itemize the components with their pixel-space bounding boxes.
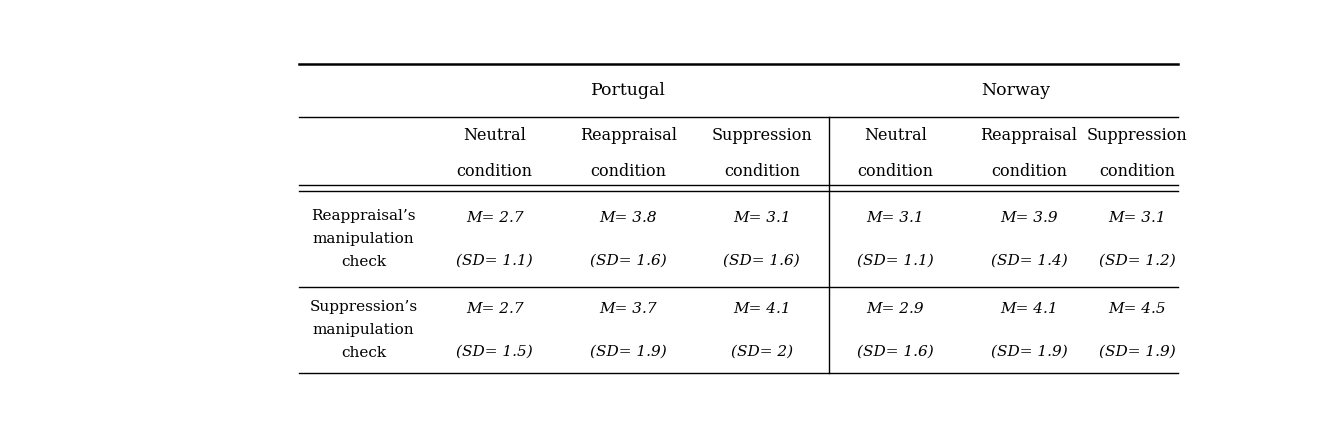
Text: (SD= 1.1): (SD= 1.1) bbox=[456, 253, 533, 267]
Text: M= 3.7: M= 3.7 bbox=[599, 302, 656, 316]
Text: (SD= 1.9): (SD= 1.9) bbox=[991, 344, 1067, 358]
Text: Suppression: Suppression bbox=[712, 127, 812, 144]
Text: Reappraisal’s: Reappraisal’s bbox=[312, 209, 416, 223]
Text: condition: condition bbox=[858, 163, 934, 180]
Text: Portugal: Portugal bbox=[591, 82, 666, 99]
Text: (SD= 1.6): (SD= 1.6) bbox=[590, 253, 667, 267]
Text: condition: condition bbox=[724, 163, 800, 180]
Text: (SD= 1.4): (SD= 1.4) bbox=[991, 253, 1067, 267]
Text: M= 3.1: M= 3.1 bbox=[733, 210, 790, 225]
Text: M= 3.1: M= 3.1 bbox=[867, 210, 924, 225]
Text: Reappraisal: Reappraisal bbox=[980, 127, 1078, 144]
Text: M= 4.1: M= 4.1 bbox=[733, 302, 790, 316]
Text: Neutral: Neutral bbox=[463, 127, 526, 144]
Text: (SD= 1.9): (SD= 1.9) bbox=[590, 344, 667, 358]
Text: M= 3.1: M= 3.1 bbox=[1109, 210, 1166, 225]
Text: (SD= 1.1): (SD= 1.1) bbox=[857, 253, 934, 267]
Text: (SD= 1.2): (SD= 1.2) bbox=[1098, 253, 1175, 267]
Text: M= 2.7: M= 2.7 bbox=[465, 302, 524, 316]
Text: Neutral: Neutral bbox=[865, 127, 927, 144]
Text: (SD= 1.6): (SD= 1.6) bbox=[724, 253, 800, 267]
Text: manipulation: manipulation bbox=[313, 232, 415, 246]
Text: condition: condition bbox=[991, 163, 1067, 180]
Text: Suppression: Suppression bbox=[1086, 127, 1187, 144]
Text: Reappraisal: Reappraisal bbox=[579, 127, 676, 144]
Text: check: check bbox=[341, 346, 386, 360]
Text: M= 4.1: M= 4.1 bbox=[1000, 302, 1058, 316]
Text: M= 3.8: M= 3.8 bbox=[599, 210, 656, 225]
Text: M= 2.9: M= 2.9 bbox=[867, 302, 924, 316]
Text: manipulation: manipulation bbox=[313, 323, 415, 337]
Text: M= 4.5: M= 4.5 bbox=[1109, 302, 1166, 316]
Text: condition: condition bbox=[1099, 163, 1175, 180]
Text: (SD= 1.9): (SD= 1.9) bbox=[1098, 344, 1175, 358]
Text: (SD= 1.5): (SD= 1.5) bbox=[456, 344, 533, 358]
Text: (SD= 1.6): (SD= 1.6) bbox=[857, 344, 934, 358]
Text: (SD= 2): (SD= 2) bbox=[731, 344, 793, 358]
Text: M= 2.7: M= 2.7 bbox=[465, 210, 524, 225]
Text: check: check bbox=[341, 255, 386, 269]
Text: Suppression’s: Suppression’s bbox=[309, 300, 418, 314]
Text: condition: condition bbox=[590, 163, 666, 180]
Text: condition: condition bbox=[456, 163, 533, 180]
Text: M= 3.9: M= 3.9 bbox=[1000, 210, 1058, 225]
Text: Norway: Norway bbox=[981, 82, 1050, 99]
